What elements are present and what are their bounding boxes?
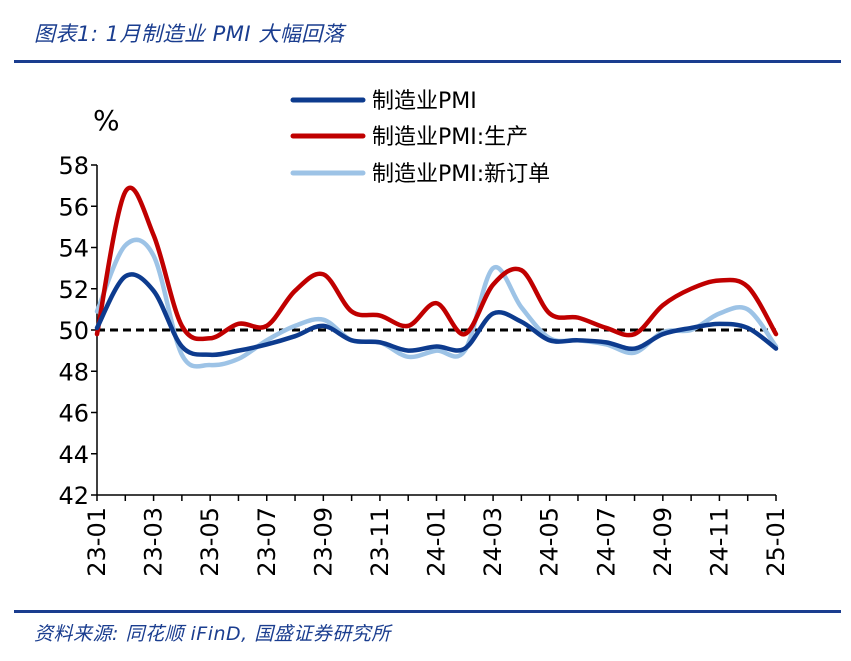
bottom-divider	[14, 610, 841, 613]
x-tick-label: 23-07	[253, 507, 281, 577]
x-tick-label: 24-11	[705, 507, 733, 577]
y-tick-label: 52	[58, 276, 89, 304]
y-tick-label: 48	[58, 358, 89, 386]
x-axis: 23-01 23-03 23-05 23-07 23-09 23-11 24-01 24-03…	[83, 494, 790, 577]
x-tick-label: 23-11	[366, 507, 394, 577]
legend-label: 制造业PMI	[372, 89, 477, 114]
x-tick-label: 24-07	[592, 507, 620, 577]
x-tick-label: 23-09	[309, 507, 337, 577]
source-note: 资料来源: 同花顺 iFinD, 国盛证券研究所	[34, 623, 391, 645]
legend-label: 制造业PMI:生产	[372, 125, 528, 150]
top-divider	[14, 60, 841, 63]
y-tick-label: 42	[58, 482, 89, 510]
x-tick-label: 24-01	[423, 507, 451, 577]
x-tick-label: 23-03	[140, 507, 168, 577]
x-tick-label: 24-03	[479, 507, 507, 577]
series-line-0	[94, 272, 779, 358]
y-unit-label: %	[93, 104, 120, 137]
chart-title: 图表1: 1月制造业 PMI 大幅回落	[34, 22, 345, 46]
y-tick-label: 58	[58, 152, 89, 180]
y-axis: 42 44 46 48 50 52 54 56 58	[58, 152, 98, 510]
y-tick-label: 46	[58, 400, 89, 428]
y-tick-label: 54	[58, 235, 89, 263]
x-tick-label: 24-09	[649, 507, 677, 577]
y-tick-label: 56	[58, 193, 89, 221]
y-tick-label: 44	[58, 441, 89, 469]
series-line-1	[94, 185, 779, 342]
series-layer	[94, 185, 779, 369]
x-tick-label: 23-05	[196, 507, 224, 577]
x-tick-label: 24-05	[536, 507, 564, 577]
x-tick-label: 23-01	[83, 507, 111, 577]
y-tick-label: 50	[58, 317, 89, 345]
legend-label: 制造业PMI:新订单	[372, 162, 550, 187]
x-tick-label: 25-01	[762, 507, 790, 577]
